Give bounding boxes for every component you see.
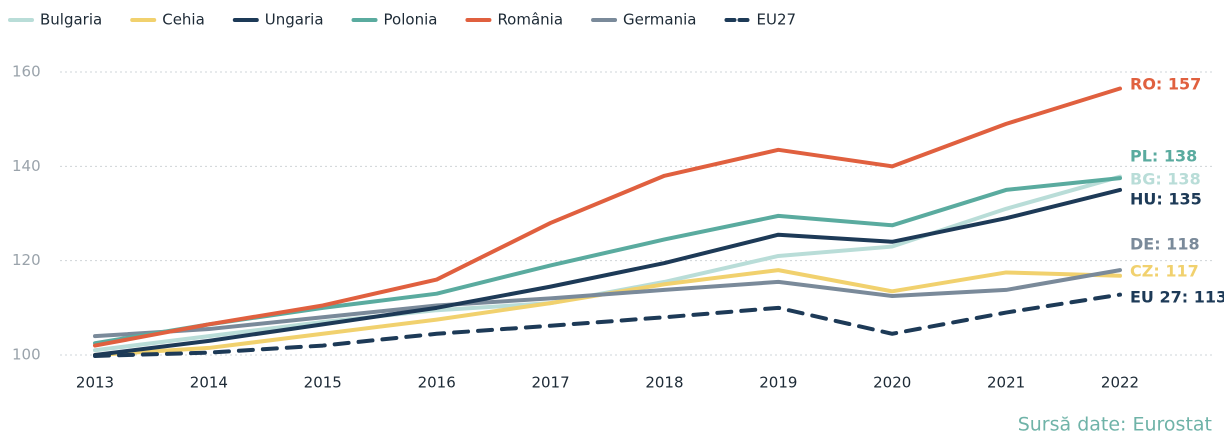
series-line [93,268,1122,357]
legend-label: România [497,11,563,29]
y-tick-label: 160 [12,63,41,81]
x-tick-label: 2018 [645,374,683,392]
x-tick-label: 2017 [531,374,569,392]
x-tick-label: 2022 [1101,374,1139,392]
end-label: CZ: 117 [1130,262,1199,281]
legend-label: EU27 [756,11,796,29]
x-tick-label: 2021 [987,374,1025,392]
legend-label: Cehia [162,11,205,29]
legend-label: Germania [623,11,696,29]
x-tick-label: 2016 [418,374,456,392]
end-label: HU: 135 [1130,190,1202,209]
end-label: BG: 138 [1130,170,1201,189]
x-tick-label: 2013 [76,374,114,392]
x-tick-label: 2019 [759,374,797,392]
legend-label: Bulgaria [40,11,102,29]
series-line [93,292,1122,358]
legend-label: Polonia [384,11,438,29]
source: Sursă date: Eurostat [1018,414,1212,436]
series-line [93,86,1122,348]
x-tick-label: 2015 [304,374,342,392]
end-label: DE: 118 [1130,235,1200,254]
y-tick-label: 120 [12,251,41,269]
y-tick-label: 100 [12,346,41,364]
series-line [93,187,1122,357]
end-label: EU 27: 113 [1130,288,1224,307]
x-tick-label: 2020 [873,374,911,392]
end-label: PL: 138 [1130,147,1197,166]
end-label: RO: 157 [1130,75,1201,94]
x-tick-label: 2014 [190,374,228,392]
y-tick-label: 140 [12,157,41,175]
legend-label: Ungaria [265,11,324,29]
series-line [93,268,1122,339]
